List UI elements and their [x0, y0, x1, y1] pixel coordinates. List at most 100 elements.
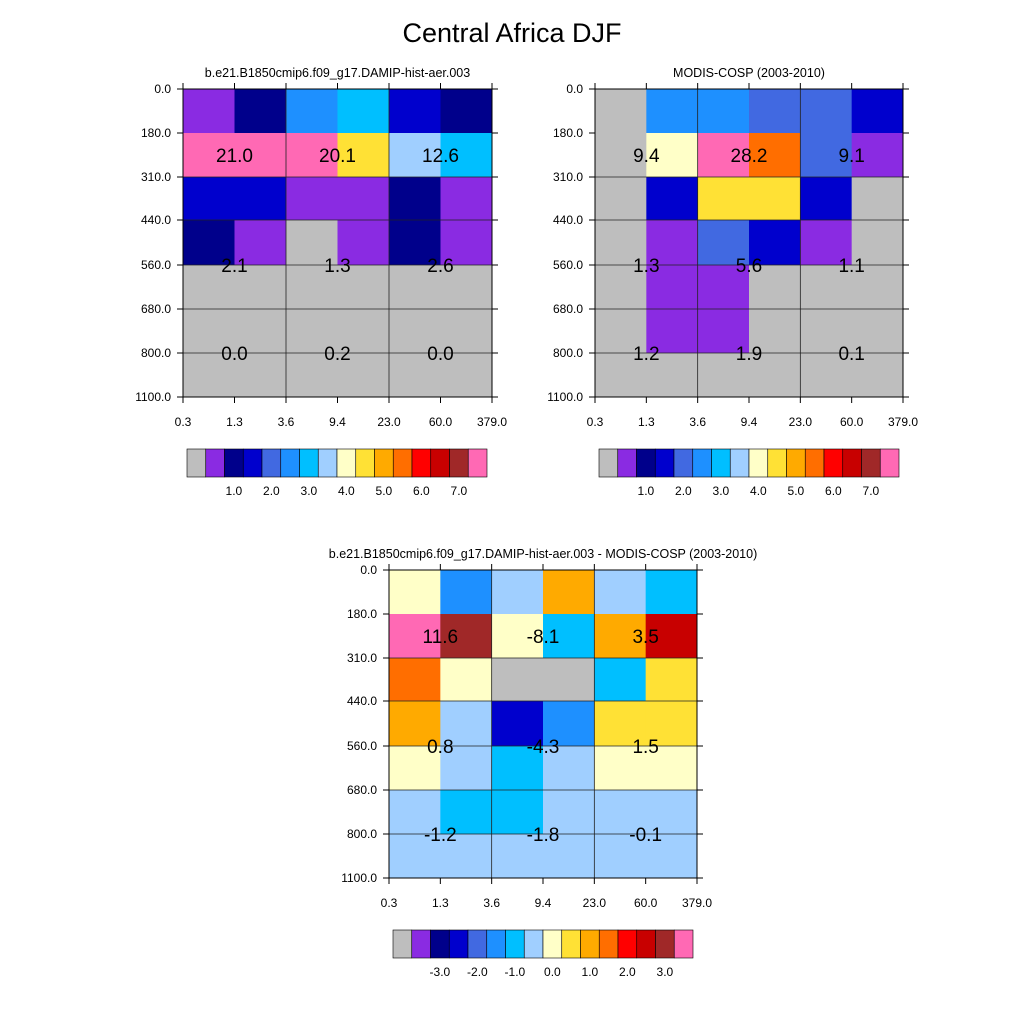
colorbar-label: 4.0: [338, 484, 355, 498]
heatmap-cell: [594, 746, 647, 791]
colorbar-label: 1.0: [582, 965, 599, 979]
y-tick-label: 1100.0: [341, 871, 377, 885]
colorbar-swatch: [280, 448, 300, 478]
heatmap-cell: [286, 177, 338, 221]
heatmap-cell: [440, 89, 493, 134]
y-tick-label: 0.0: [154, 82, 171, 96]
box-value-label: 1.5: [632, 737, 658, 758]
colorbar-swatch: [224, 448, 244, 478]
heatmap-cell: [646, 89, 699, 134]
colorbar-swatch: [186, 448, 207, 478]
heatmap-cell: [645, 658, 698, 702]
heatmap-cell: [440, 220, 493, 266]
x-tick-label: 23.0: [789, 415, 813, 429]
heatmap-cell: [800, 265, 853, 310]
heatmap-cell: [851, 353, 904, 398]
box-value-label: -8.1: [527, 627, 560, 648]
heatmap-cell: [800, 353, 853, 398]
y-tick-label: 680.0: [141, 302, 171, 316]
heatmap-cell: [389, 701, 441, 747]
colorbar-label: 5.0: [376, 484, 393, 498]
heatmap-cell: [440, 658, 493, 702]
heatmap-cell: [183, 309, 235, 354]
colorbar-swatch: [673, 448, 694, 478]
colorbar-swatch: [355, 448, 375, 478]
colorbar-swatch: [299, 448, 319, 478]
heatmap-cell: [440, 177, 493, 221]
heatmap-cell: [749, 220, 801, 266]
heatmap-cell: [491, 790, 544, 835]
heatmap-cell: [389, 834, 441, 879]
box-value-label: -1.2: [424, 825, 457, 846]
y-tick-label: 440.0: [553, 213, 583, 227]
colorbar-swatch: [505, 929, 525, 959]
colorbar-label: 2.0: [619, 965, 636, 979]
heatmap-cell: [646, 133, 699, 178]
heatmap-cell: [595, 353, 647, 398]
heatmap-cell: [286, 353, 338, 398]
heatmap-cell: [851, 89, 904, 134]
colorbar-label: 1.0: [638, 484, 655, 498]
colorbar-swatch: [673, 929, 694, 959]
heatmap-cell: [286, 133, 338, 178]
box-value-label: 2.1: [221, 256, 247, 277]
heatmap-cell: [234, 89, 287, 134]
heatmap-cell: [749, 353, 801, 398]
heatmap-cell: [543, 614, 595, 659]
colorbar-label: 6.0: [413, 484, 430, 498]
heatmap-cell: [595, 265, 647, 310]
heatmap-cell: [389, 614, 441, 659]
heatmap-cell: [543, 746, 595, 791]
box-value-label: 1.9: [736, 344, 762, 365]
colorbar-swatch: [542, 929, 563, 959]
heatmap-cell: [645, 701, 698, 747]
heatmap-cell: [851, 265, 904, 310]
heatmap-cell: [183, 353, 235, 398]
y-tick-label: 800.0: [141, 346, 171, 360]
heatmap-cell: [749, 309, 801, 354]
heatmap-cell: [543, 790, 595, 835]
colorbar-swatch: [242, 448, 263, 478]
y-tick-label: 560.0: [553, 258, 583, 272]
y-tick-label: 180.0: [553, 126, 583, 140]
heatmap-cell: [389, 353, 441, 398]
heatmap-cell: [389, 220, 441, 266]
x-tick-label: 60.0: [429, 415, 453, 429]
panel-1: b.e21.B1850cmip6.f09_g17.DAMIP-hist-aer.…: [135, 66, 507, 498]
colorbar-swatch: [823, 448, 844, 478]
x-tick-label: 3.6: [483, 896, 500, 910]
x-tick-label: 379.0: [477, 415, 507, 429]
heatmap-cell: [337, 309, 390, 354]
colorbar-swatch: [317, 448, 338, 478]
box-value-label: 28.2: [731, 146, 768, 167]
heatmap-cell: [389, 658, 441, 702]
heatmap-cell: [697, 177, 750, 221]
y-tick-label: 800.0: [347, 827, 377, 841]
heatmap-cell: [183, 133, 235, 178]
colorbar-swatch: [598, 929, 619, 959]
y-tick-label: 310.0: [553, 170, 583, 184]
heatmap-cell: [234, 353, 287, 398]
heatmap-cell: [183, 265, 235, 310]
colorbar-swatch: [336, 448, 357, 478]
heatmap-cell: [234, 220, 287, 266]
heatmap-cell: [389, 177, 441, 221]
box-value-label: 0.0: [427, 344, 453, 365]
box-value-label: 9.4: [633, 146, 660, 167]
x-tick-label: 60.0: [840, 415, 864, 429]
x-tick-label: 23.0: [583, 896, 607, 910]
colorbar-label: 4.0: [750, 484, 767, 498]
heatmap-cell: [645, 790, 698, 835]
heatmap-cell: [851, 177, 904, 221]
colorbar-swatch: [449, 448, 469, 478]
x-tick-label: 1.3: [432, 896, 449, 910]
box-value-label: 9.1: [838, 146, 864, 167]
colorbar-swatch: [654, 448, 675, 478]
heatmap-cell: [697, 309, 750, 354]
colorbar-swatch: [842, 448, 862, 478]
box-value-label: 0.8: [427, 737, 453, 758]
heatmap-cell: [800, 177, 853, 221]
heatmap-cell: [491, 570, 544, 615]
x-tick-label: 0.3: [381, 896, 398, 910]
panel-title: MODIS-COSP (2003-2010): [673, 66, 825, 80]
